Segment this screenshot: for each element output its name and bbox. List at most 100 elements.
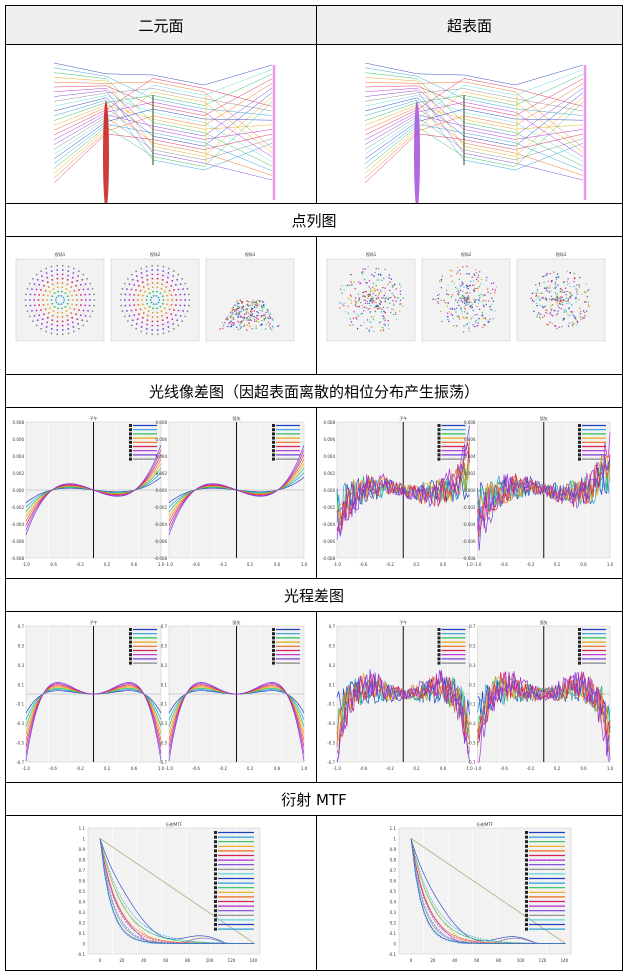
spot-point [341,285,343,287]
spot-point [368,286,370,288]
spot-point [476,305,478,308]
y-tick-label: 0.1 [18,682,25,687]
spot-point [370,287,372,290]
layout-diagram-binary [53,62,276,203]
spot-point [45,326,48,328]
spot-point [535,298,537,301]
spot-point [38,314,41,317]
spot-point [392,300,394,302]
spot-point [91,287,94,290]
spot-point [72,299,74,301]
spot-point [462,301,464,303]
x-tick-label: 1.0 [607,766,614,771]
spot-point [481,301,483,303]
x-tick-label: 1.0 [301,562,308,567]
y-tick-label: -0.008 [154,556,167,561]
legend-swatch [272,436,275,440]
spot-point [535,302,538,305]
y-tick-label: -0.002 [11,505,24,510]
spot-point [25,293,27,296]
spot-point [135,270,138,273]
spot-point [231,310,233,313]
spot-point [545,299,548,301]
spot-diagram-meta-cell: 视场1 视场2 视场3 [316,236,623,375]
spot-point [435,298,437,301]
spot-point [253,316,255,318]
spot-point [61,320,64,323]
spot-point [167,299,169,301]
legend-swatch [437,628,441,631]
legend-swatch [129,449,132,453]
spot-point [40,309,42,311]
spot-point [60,303,63,305]
series-curve [168,682,305,762]
spot-point [436,294,439,297]
legend-swatch [525,872,528,876]
spot-point [369,321,371,323]
spot-point [465,292,467,295]
spot-point [272,320,274,322]
spot-point [172,270,175,273]
legend-swatch [272,440,275,444]
spot-point [243,325,245,328]
spot-point [61,269,64,271]
spot-point [562,298,565,301]
spot-point [50,265,53,268]
spot-point [344,311,347,313]
spot-point [177,288,180,291]
spot-point [474,325,476,328]
spot-point [51,319,54,322]
spot-point [460,307,462,309]
spot-panel: 视场3 [205,251,295,342]
spot-point [56,264,59,267]
legend-swatch [272,428,275,432]
spot-point [151,333,154,336]
spot-point [468,273,470,275]
spot-point [57,295,60,297]
y-tick-label: 0.002 [13,471,25,476]
series-curve [477,676,611,747]
spot-point [146,302,149,305]
spot-point [183,293,186,296]
spot-point [161,314,164,317]
spot-point [93,299,96,301]
spot-point [256,303,259,305]
spot-point [179,283,182,286]
spot-point [446,305,449,307]
x-tick-label: 140 [250,958,258,963]
spot-point [399,303,401,305]
spot-point [556,312,559,315]
spot-point [477,276,479,279]
spot-point [575,318,577,320]
legend-swatch [437,661,441,665]
spot-point [530,297,532,299]
spot-point [166,303,169,306]
spot-point [238,324,241,327]
spot-point [355,297,357,299]
spot-point [372,289,374,292]
spot-point [173,309,175,311]
spot-point [40,270,43,273]
spot-point [461,284,463,286]
spot-point [262,306,264,308]
spot-point [534,292,536,294]
spot-point [377,306,380,308]
y-tick-label: 1.1 [79,826,86,831]
spot-panel: 视场3 [516,251,606,342]
spot-point [399,299,402,302]
spot-point [368,302,371,305]
legend-swatch [437,424,441,427]
spot-point [348,297,350,300]
spot-point [531,292,534,295]
spot-point [350,295,353,298]
spot-point [551,299,553,302]
spot-point [385,297,387,299]
spot-point [174,314,177,317]
spot-point [240,311,242,313]
series-curve [336,671,470,755]
spot-point [374,271,376,274]
spot-point [369,307,371,310]
spot-point [484,324,486,327]
spot-point [561,301,564,304]
spot-point [583,311,586,314]
